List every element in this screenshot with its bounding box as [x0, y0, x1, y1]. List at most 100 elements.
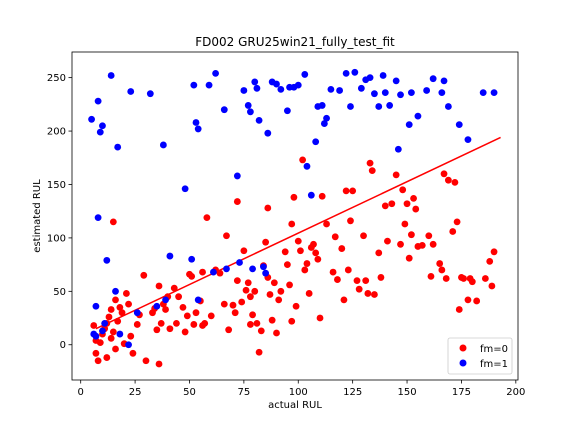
data-point-fm0 — [353, 277, 361, 285]
data-point-fm1 — [407, 89, 415, 96]
data-point-fm0 — [355, 285, 363, 293]
data-point-fm1 — [146, 90, 154, 98]
data-point-fm1 — [371, 90, 378, 98]
x-tick-label: 100 — [289, 387, 308, 398]
data-point-fm0 — [427, 272, 435, 280]
data-point-fm0 — [114, 317, 122, 325]
data-point-fm0 — [425, 232, 433, 240]
data-point-fm0 — [366, 159, 374, 167]
y-tick-label: 50 — [53, 287, 66, 298]
data-point-fm1 — [264, 129, 272, 137]
fit-line-layer — [95, 136, 501, 330]
data-point-fm1 — [190, 81, 198, 89]
data-point-fm1 — [116, 330, 124, 338]
data-point-fm1 — [212, 69, 219, 77]
data-point-fm0 — [105, 313, 113, 321]
data-point-fm0 — [112, 296, 119, 304]
data-point-fm0 — [299, 156, 307, 164]
data-point-fm0 — [264, 204, 272, 212]
data-point-fm1 — [294, 81, 302, 89]
data-point-fm1 — [455, 121, 463, 129]
data-point-fm1 — [444, 103, 452, 110]
data-point-fm0 — [270, 279, 278, 287]
data-point-fm0 — [112, 345, 119, 353]
data-point-fm0 — [240, 247, 248, 255]
data-point-fm1 — [273, 80, 280, 88]
data-point-fm0 — [247, 321, 254, 328]
data-point-fm0 — [410, 194, 417, 202]
data-point-fm1 — [114, 143, 122, 151]
data-point-fm1 — [99, 122, 106, 130]
x-tick-label: 50 — [183, 387, 196, 398]
data-point-fm0 — [190, 321, 198, 328]
data-point-fm0 — [283, 261, 291, 269]
data-point-fm0 — [329, 268, 337, 276]
y-axis-ticks: 0 50 100 150 200 250 — [47, 73, 72, 351]
data-point-fm1 — [223, 265, 230, 273]
data-point-fm1 — [375, 103, 383, 110]
data-point-fm1 — [92, 332, 100, 340]
data-point-fm0 — [183, 312, 191, 320]
data-point-fm0 — [127, 332, 135, 340]
legend-label-fm1: fm=1 — [480, 359, 508, 370]
data-point-fm1 — [327, 85, 335, 93]
data-point-fm1 — [244, 102, 252, 109]
data-point-fm0 — [257, 327, 265, 335]
data-point-fm0 — [142, 357, 150, 365]
data-point-fm1 — [220, 106, 228, 114]
data-point-fm0 — [166, 325, 174, 333]
x-tick-label: 200 — [506, 387, 525, 398]
data-point-fm0 — [275, 296, 283, 304]
data-point-fm0 — [349, 187, 357, 195]
data-point-fm0 — [175, 293, 183, 301]
x-axis-label: actual RUL — [268, 400, 322, 411]
data-point-fm1 — [379, 72, 387, 79]
data-point-fm0 — [179, 303, 187, 311]
data-point-fm0 — [129, 349, 137, 357]
data-point-fm1 — [381, 89, 389, 96]
data-point-fm1 — [262, 269, 270, 277]
data-point-fm0 — [464, 296, 472, 304]
data-point-fm1 — [166, 252, 174, 260]
data-point-fm1 — [94, 97, 102, 105]
data-point-fm1 — [464, 136, 472, 144]
data-point-fm0 — [438, 266, 446, 274]
y-axis-label: estimated RUL — [32, 179, 43, 253]
data-point-fm0 — [281, 248, 289, 256]
legend-label-fm0: fm=0 — [480, 344, 508, 355]
data-point-fm1 — [194, 125, 202, 133]
data-point-fm0 — [292, 302, 300, 310]
data-point-fm0 — [286, 281, 293, 289]
data-point-fm0 — [303, 260, 311, 267]
data-point-fm1 — [392, 77, 400, 85]
data-point-fm0 — [301, 266, 309, 274]
data-point-fm0 — [96, 339, 104, 347]
legend: fm=0 fm=1 — [447, 337, 513, 375]
data-point-fm0 — [255, 348, 263, 356]
x-tick-label: 125 — [343, 387, 362, 398]
data-point-fm1 — [351, 68, 359, 76]
data-point-fm0 — [133, 321, 141, 328]
data-point-fm0 — [318, 192, 326, 200]
chart-title: FD002 GRU25win21_fully_test_fit — [195, 35, 395, 49]
data-point-fm0 — [294, 237, 302, 245]
data-point-fm0 — [223, 232, 230, 240]
data-point-fm0 — [347, 217, 354, 225]
data-point-fm0 — [392, 171, 400, 179]
data-point-fm0 — [412, 205, 420, 213]
data-point-fm1 — [357, 84, 365, 92]
data-point-fm0 — [155, 282, 163, 290]
data-point-fm1 — [255, 116, 263, 124]
data-point-fm0 — [207, 312, 215, 320]
data-point-fm0 — [368, 167, 376, 174]
data-point-fm1 — [188, 255, 196, 263]
x-tick-label: 75 — [238, 387, 251, 398]
data-point-fm0 — [94, 357, 102, 365]
data-point-fm0 — [153, 326, 161, 334]
data-point-fm0 — [305, 290, 313, 297]
data-point-fm1 — [236, 259, 243, 266]
data-point-fm1 — [323, 114, 330, 122]
data-point-fm0 — [201, 319, 209, 327]
data-point-fm0 — [118, 309, 126, 317]
